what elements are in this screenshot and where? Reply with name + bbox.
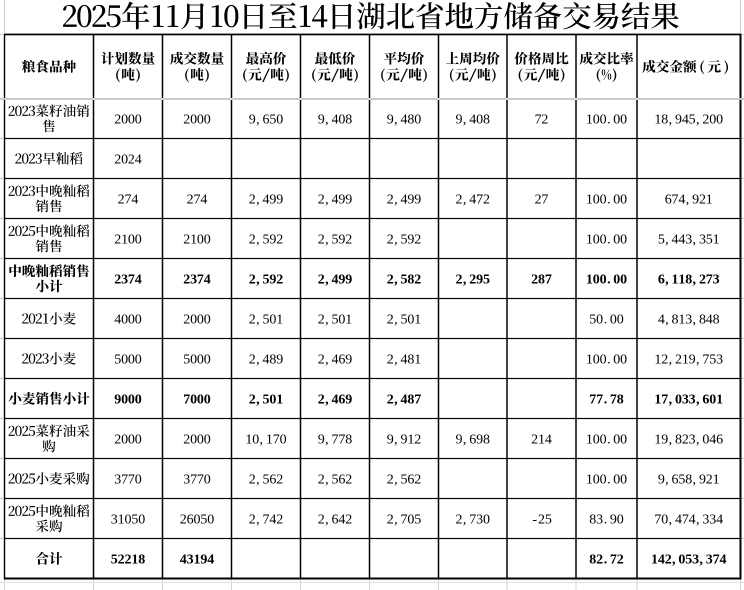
- svg-text:5000: 5000: [183, 353, 211, 368]
- svg-text:9,650: 9,650: [249, 113, 283, 128]
- svg-text:100.00: 100.00: [586, 473, 627, 488]
- svg-text:2,501: 2,501: [249, 313, 283, 328]
- svg-text:9,408: 9,408: [318, 113, 352, 128]
- svg-text:3770: 3770: [114, 473, 142, 488]
- svg-text:2,469: 2,469: [318, 353, 352, 368]
- svg-text:2,592: 2,592: [387, 233, 421, 248]
- svg-text:2,501: 2,501: [318, 313, 352, 328]
- svg-text:2100: 2100: [114, 233, 142, 248]
- svg-text:7000: 7000: [183, 393, 211, 408]
- svg-text:214: 214: [531, 433, 552, 448]
- svg-text:50.00: 50.00: [589, 313, 623, 328]
- svg-text:6,118,273: 6,118,273: [658, 273, 720, 288]
- svg-text:2374: 2374: [114, 273, 142, 288]
- svg-text:2,501: 2,501: [249, 393, 283, 408]
- svg-text:43194: 43194: [180, 553, 214, 568]
- svg-text:2100: 2100: [183, 233, 211, 248]
- svg-text:2,487: 2,487: [387, 393, 421, 408]
- svg-text:274: 274: [187, 193, 208, 208]
- svg-text:2024: 2024: [114, 153, 142, 168]
- svg-text:2000: 2000: [183, 433, 211, 448]
- svg-text:9,912: 9,912: [387, 433, 421, 448]
- svg-text:72: 72: [535, 113, 549, 128]
- svg-text:2,472: 2,472: [456, 193, 490, 208]
- svg-text:100.00: 100.00: [586, 193, 627, 208]
- svg-text:100.00: 100.00: [586, 233, 627, 248]
- svg-text:2374: 2374: [183, 273, 211, 288]
- svg-text:27: 27: [535, 193, 549, 208]
- svg-text:2,562: 2,562: [318, 473, 352, 488]
- svg-text:2,582: 2,582: [387, 273, 421, 288]
- svg-text:10,170: 10,170: [245, 433, 286, 448]
- svg-text:52218: 52218: [111, 553, 145, 568]
- svg-text:2000: 2000: [114, 113, 142, 128]
- svg-text:100.00: 100.00: [586, 113, 627, 128]
- svg-text:17,033,601: 17,033,601: [654, 393, 723, 408]
- svg-text:2,592: 2,592: [249, 233, 283, 248]
- svg-text:19,823,046: 19,823,046: [654, 433, 723, 448]
- svg-text:82.72: 82.72: [589, 553, 623, 568]
- svg-text:5,443,351: 5,443,351: [658, 233, 720, 248]
- svg-text:2,499: 2,499: [249, 193, 283, 208]
- svg-text:77.78: 77.78: [589, 393, 623, 408]
- svg-text:5000: 5000: [114, 353, 142, 368]
- svg-text:100.00: 100.00: [586, 433, 627, 448]
- svg-text:674,921: 674,921: [665, 193, 713, 208]
- svg-text:9,658,921: 9,658,921: [658, 473, 720, 488]
- svg-text:2,469: 2,469: [318, 393, 352, 408]
- svg-text:9,698: 9,698: [456, 433, 490, 448]
- svg-text:3770: 3770: [183, 473, 211, 488]
- svg-text:2000: 2000: [183, 113, 211, 128]
- svg-text:31050: 31050: [111, 513, 145, 528]
- svg-text:2000: 2000: [114, 433, 142, 448]
- svg-text:2,562: 2,562: [249, 473, 283, 488]
- svg-text:26050: 26050: [180, 513, 214, 528]
- svg-text:2,592: 2,592: [318, 233, 352, 248]
- svg-text:2,499: 2,499: [318, 193, 352, 208]
- svg-text:4000: 4000: [114, 313, 142, 328]
- svg-text:83.90: 83.90: [589, 513, 623, 528]
- svg-text:2,742: 2,742: [249, 513, 283, 528]
- svg-text:274: 274: [118, 193, 139, 208]
- svg-text:2,499: 2,499: [387, 193, 421, 208]
- svg-text:2,730: 2,730: [456, 513, 490, 528]
- svg-text:2,489: 2,489: [249, 353, 283, 368]
- svg-text:2,295: 2,295: [456, 273, 490, 288]
- svg-text:142,053,374: 142,053,374: [651, 553, 727, 568]
- svg-text:100.00: 100.00: [586, 273, 627, 288]
- svg-text:9,480: 9,480: [387, 113, 421, 128]
- svg-text:2,705: 2,705: [387, 513, 421, 528]
- svg-text:9000: 9000: [114, 393, 142, 408]
- svg-text:2,592: 2,592: [249, 273, 283, 288]
- svg-text:12,219,753: 12,219,753: [654, 353, 723, 368]
- svg-text:18,945,200: 18,945,200: [654, 113, 723, 128]
- svg-text:9,408: 9,408: [456, 113, 490, 128]
- svg-text:70,474,334: 70,474,334: [654, 513, 723, 528]
- svg-text:287: 287: [531, 273, 552, 288]
- svg-text:2,562: 2,562: [387, 473, 421, 488]
- svg-text:2,481: 2,481: [387, 353, 421, 368]
- svg-text:2,501: 2,501: [387, 313, 421, 328]
- svg-text:4,813,848: 4,813,848: [658, 313, 720, 328]
- svg-text:2,642: 2,642: [318, 513, 352, 528]
- svg-text:2,499: 2,499: [318, 273, 352, 288]
- svg-text:100.00: 100.00: [586, 353, 627, 368]
- svg-text:2000: 2000: [183, 313, 211, 328]
- svg-text:9,778: 9,778: [318, 433, 352, 448]
- svg-text:-25: -25: [532, 513, 552, 528]
